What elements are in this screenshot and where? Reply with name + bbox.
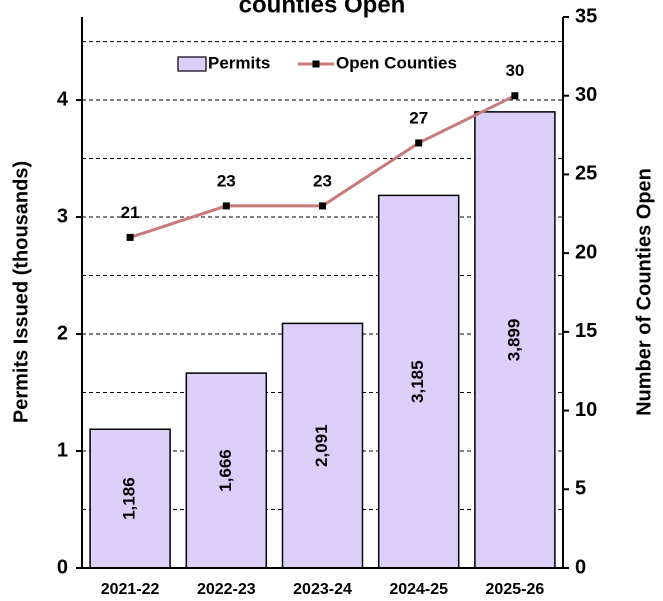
chart-title: counties Open	[239, 0, 406, 18]
bar-value-label: 3,185	[408, 360, 427, 403]
y2-tick-label: 15	[575, 320, 597, 342]
line-marker	[222, 202, 230, 210]
bar	[377, 194, 460, 569]
line-value-label: 27	[409, 108, 428, 127]
line-value-label: 23	[217, 171, 236, 190]
line-marker	[126, 233, 134, 241]
line-value-label: 21	[121, 203, 140, 222]
legend-label: Open Counties	[336, 53, 457, 72]
line-marker	[511, 92, 519, 100]
y2-tick-label: 25	[575, 163, 597, 185]
x-tick-label: 2025-26	[486, 581, 545, 598]
line-value-label: 30	[505, 61, 524, 80]
y2-tick-label: 10	[575, 399, 597, 421]
y-tick-label: 4	[57, 88, 69, 110]
bar-value-label: 1,666	[216, 449, 235, 492]
y2-tick-label: 20	[575, 241, 597, 263]
legend-marker	[312, 60, 320, 68]
y2-axis-label: Number of Counties Open	[633, 168, 655, 416]
y2-tick-label: 35	[575, 5, 597, 27]
line-marker	[319, 202, 326, 210]
bar-value-label: 2,091	[312, 424, 331, 467]
x-tick-label: 2024-25	[389, 581, 448, 598]
bar	[474, 111, 556, 569]
y-tick-label: 1	[57, 439, 68, 461]
bar-value-label: 1,186	[120, 477, 139, 520]
y-tick-label: 0	[57, 556, 68, 578]
y2-tick-label: 30	[575, 84, 597, 106]
y-tick-label: 2	[57, 322, 68, 344]
bar-value-label: 3,899	[504, 319, 523, 362]
y-axis-label: Permits Issued (thousands)	[10, 161, 32, 423]
x-tick-label: 2021-22	[101, 581, 160, 598]
legend-label: Permits	[208, 53, 270, 72]
x-tick-label: 2022-23	[197, 581, 256, 598]
line-marker	[415, 139, 423, 147]
y2-tick-label: 0	[575, 556, 586, 578]
bar	[281, 322, 364, 569]
y-tick-label: 3	[57, 205, 68, 227]
legend-swatch	[177, 56, 207, 72]
line-value-label: 23	[313, 171, 332, 190]
x-tick-label: 2023-24	[293, 581, 352, 598]
y2-tick-label: 5	[575, 478, 586, 500]
